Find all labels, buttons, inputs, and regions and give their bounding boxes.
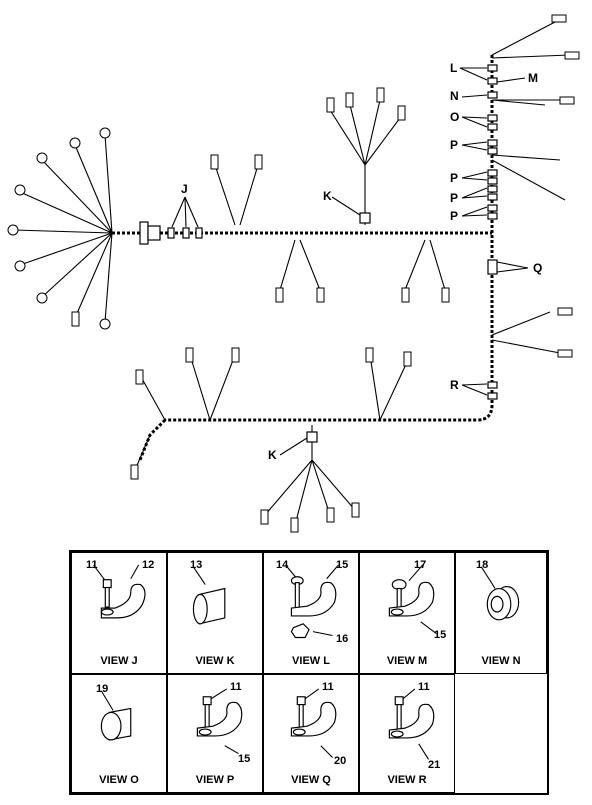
lower-left-branch (138, 418, 167, 461)
part-number: 14 (276, 559, 289, 571)
view-caption: VIEW K (195, 655, 235, 667)
part-number: 19 (96, 683, 109, 695)
part-number: 21 (428, 759, 441, 771)
part-number: 11 (86, 559, 98, 571)
part-number: 11 (418, 681, 430, 693)
callout-p-1: P (450, 138, 459, 152)
grommet (139, 221, 161, 245)
part-number: 17 (414, 559, 427, 571)
clamp-with-screw-icon (93, 564, 146, 619)
lower-harness-branches (130, 347, 412, 533)
part-number: 15 (336, 559, 349, 571)
clamp-with-screw-icon (196, 688, 243, 755)
view-caption: VIEW N (481, 655, 521, 667)
part-number: 16 (336, 633, 349, 645)
part-number: 18 (476, 559, 489, 571)
callout-p-2: P (450, 171, 459, 185)
clamp-with-screw-and-nut-icon (285, 564, 339, 639)
connector-branch (210, 87, 406, 226)
views-grid: 11 12 VIEW J 13 VIEW K 14 15 16 VIEW L (69, 550, 549, 795)
callout-q: Q (533, 261, 543, 275)
view-j-panel: 11 12 VIEW J (71, 552, 167, 674)
part-number: 15 (434, 629, 447, 641)
view-caption: VIEW Q (291, 774, 331, 786)
view-n-panel: 18 VIEW N (455, 552, 547, 674)
view-caption: VIEW J (100, 655, 138, 667)
connector-branch-lower (275, 239, 450, 303)
callout-l: L (450, 61, 458, 75)
ring-terminal-fan (7, 127, 113, 330)
sleeve-icon (192, 566, 226, 625)
callout-n: N (450, 89, 459, 103)
callout-m: M (528, 71, 538, 85)
clamp-with-screw-icon (388, 688, 435, 760)
part-number: 13 (190, 559, 203, 571)
clamp-with-screw-icon (290, 688, 337, 758)
callout-j: J (181, 182, 188, 196)
view-caption: VIEW M (386, 655, 428, 667)
callout-o: O (450, 110, 460, 124)
part-number: 15 (238, 753, 251, 765)
view-caption: VIEW P (195, 774, 235, 786)
part-number: 20 (334, 755, 347, 767)
grommet-icon (480, 566, 520, 621)
harness-drawing (7, 14, 580, 533)
callout-k-bottom: K (268, 448, 277, 462)
view-q-panel: 11 20 VIEW Q (263, 674, 359, 793)
view-o-panel: 19 VIEW O (71, 674, 167, 793)
part-number: 12 (142, 559, 155, 571)
callout-p-3: P (450, 191, 459, 205)
grommet-icon (100, 690, 132, 741)
view-caption: VIEW O (99, 774, 139, 786)
view-caption: VIEW R (387, 774, 427, 786)
view-k-panel: 13 VIEW K (167, 552, 263, 674)
callout-r: R (450, 378, 459, 392)
part-number: 11 (230, 681, 242, 693)
right-vertical-trunk (165, 55, 494, 422)
wiring-harness-diagram: J K K L M N O P P P P Q R (7, 14, 580, 533)
view-r-panel: 11 21 VIEW R (359, 674, 455, 793)
view-p-panel: 11 15 VIEW P (167, 674, 263, 793)
view-m-panel: 17 15 VIEW M (359, 552, 455, 674)
right-trunk-clamps (487, 64, 498, 400)
part-number: 11 (322, 681, 334, 693)
clamp-with-screw-icon (388, 564, 437, 634)
clamps-j (167, 227, 203, 239)
callout-leaders (171, 67, 529, 456)
right-breakouts (491, 14, 580, 358)
callout-k-top: K (323, 189, 332, 203)
view-caption: VIEW L (292, 655, 330, 667)
callout-p-4: P (450, 209, 459, 223)
view-l-panel: 14 15 16 VIEW L (263, 552, 359, 674)
